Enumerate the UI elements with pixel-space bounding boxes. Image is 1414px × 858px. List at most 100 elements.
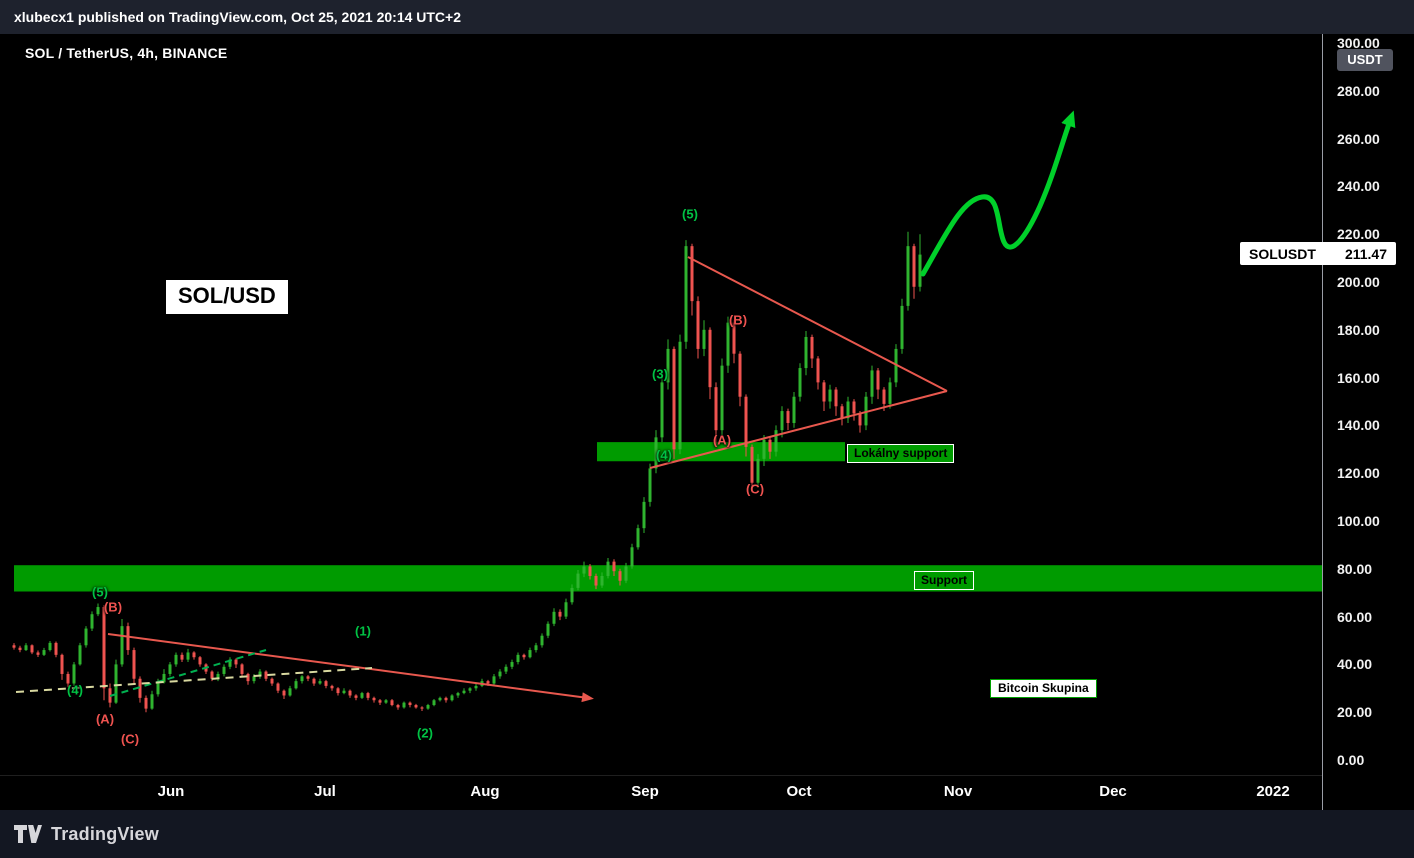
candle-body <box>348 690 352 696</box>
candle-body <box>606 561 610 576</box>
candle-body <box>696 301 700 349</box>
wave-label-1: (1) <box>355 623 371 639</box>
candle-body <box>258 671 262 677</box>
candle-body <box>762 439 766 459</box>
candle-body <box>492 676 496 684</box>
candle-body <box>726 322 730 366</box>
time-axis-label: Sep <box>631 783 659 800</box>
candle-body <box>600 575 604 586</box>
candle-body <box>390 700 394 706</box>
price-tick: 160.00 <box>1337 369 1380 386</box>
candle-body <box>702 329 706 349</box>
candle-body <box>252 676 256 682</box>
candle-body <box>852 401 856 414</box>
candle-body <box>798 368 802 397</box>
candle-body <box>240 664 244 674</box>
candle-body <box>522 654 526 658</box>
candle-body <box>690 246 694 302</box>
tradingview-wordmark[interactable]: TradingView <box>51 823 159 844</box>
candle-body <box>24 645 28 651</box>
candle-body <box>912 246 916 287</box>
time-axis[interactable]: Jun Jul Aug Sep Oct Nov Dec 2022 <box>0 775 1322 810</box>
candle-body <box>54 642 58 655</box>
candle-body <box>312 678 316 684</box>
time-axis-label: Jun <box>157 783 185 800</box>
candle-body <box>282 690 286 696</box>
candle-body <box>822 382 826 402</box>
candle-body <box>738 353 742 397</box>
candle-body <box>432 700 436 706</box>
candle-body <box>660 382 664 438</box>
symbol-legend[interactable]: SOL / TetherUS, 4h, BINANCE <box>25 45 228 61</box>
candle-body <box>396 705 400 708</box>
candle-body <box>834 389 838 407</box>
time-axis-label: Aug <box>470 783 500 800</box>
candle-body <box>528 650 532 658</box>
candle-body <box>426 705 430 709</box>
candle-body <box>300 676 304 682</box>
candle-body <box>828 389 832 402</box>
candle-body <box>384 700 388 703</box>
local-support-zone <box>597 442 845 462</box>
candle-body <box>18 647 22 651</box>
price-tick: 80.00 <box>1337 560 1373 577</box>
candle-body <box>120 626 124 665</box>
candle-body <box>438 697 442 701</box>
candle-body <box>672 348 676 450</box>
candle-body <box>816 358 820 383</box>
candle-body <box>234 659 238 665</box>
candle-body <box>546 623 550 636</box>
price-tick: 280.00 <box>1337 82 1380 99</box>
candle-body <box>684 246 688 342</box>
candle-body <box>888 382 892 404</box>
candle-body <box>150 694 154 709</box>
candle-body <box>288 688 292 696</box>
triangle-upper-trendline <box>687 256 948 392</box>
triangle-lower-trendline <box>649 390 948 469</box>
candle-body <box>534 645 538 651</box>
candle-body <box>840 406 844 419</box>
candle-body <box>378 700 382 703</box>
price-tick: 260.00 <box>1337 130 1380 147</box>
candle-body <box>360 693 364 698</box>
candle-body <box>636 528 640 548</box>
candle-body <box>138 678 142 698</box>
last-price-symbol: SOLUSDT <box>1249 245 1316 262</box>
candle-body <box>564 602 568 617</box>
candle-body <box>60 654 64 674</box>
wave-label-4: (4) <box>656 447 672 463</box>
price-tick: 220.00 <box>1337 226 1380 243</box>
candle-body <box>96 607 100 615</box>
candle-body <box>708 329 712 388</box>
wave-label-C: (C) <box>745 481 765 497</box>
candle-body <box>342 690 346 694</box>
candle-body <box>486 681 490 684</box>
price-axis[interactable]: USDT 300.00 280.00 260.00 240.00 220.00 200.0… <box>1322 34 1414 810</box>
candle-body <box>246 673 250 682</box>
candle-body <box>876 370 880 390</box>
price-tick: 300.00 <box>1337 35 1380 51</box>
tradingview-logo-icon[interactable] <box>14 823 42 845</box>
last-price-tag: SOLUSDT 211.47 <box>1240 242 1396 265</box>
candle-body <box>474 685 478 689</box>
wave-label-5: (5) <box>682 206 698 222</box>
candle-body <box>588 566 592 576</box>
candle-body <box>714 387 718 431</box>
wave-label-4: (4) <box>67 682 83 698</box>
candle-body <box>372 697 376 701</box>
candle-body <box>642 501 646 529</box>
candle-body <box>366 693 370 698</box>
candle-body <box>66 673 70 684</box>
candle-body <box>750 446 754 483</box>
candle-body <box>12 645 16 648</box>
symbol-watermark-label: SOL/USD <box>166 280 288 314</box>
time-axis-label: Oct <box>786 783 812 800</box>
candle-body <box>102 607 106 689</box>
price-tick: 180.00 <box>1337 321 1380 338</box>
candle-body <box>468 688 472 691</box>
candle-body <box>168 664 172 674</box>
last-price-value: 211.47 <box>1344 245 1387 262</box>
candle-body <box>270 678 274 684</box>
price-tick: 240.00 <box>1337 178 1380 195</box>
